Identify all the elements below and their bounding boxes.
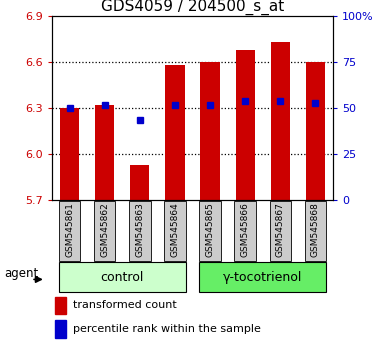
Text: GSM545868: GSM545868 xyxy=(311,202,320,257)
Text: percentile rank within the sample: percentile rank within the sample xyxy=(73,324,261,334)
Title: GDS4059 / 204500_s_at: GDS4059 / 204500_s_at xyxy=(101,0,284,15)
Text: transformed count: transformed count xyxy=(73,301,177,310)
Bar xyxy=(201,62,220,200)
FancyBboxPatch shape xyxy=(270,201,291,261)
Text: GSM545865: GSM545865 xyxy=(206,202,214,257)
Bar xyxy=(130,165,149,200)
Text: control: control xyxy=(100,270,144,284)
Bar xyxy=(236,50,255,200)
Text: GSM545861: GSM545861 xyxy=(65,202,74,257)
Bar xyxy=(55,320,66,338)
Bar xyxy=(60,108,79,200)
FancyBboxPatch shape xyxy=(305,201,326,261)
FancyBboxPatch shape xyxy=(199,262,326,292)
Bar xyxy=(306,62,325,200)
Text: agent: agent xyxy=(4,267,38,280)
Bar xyxy=(165,65,184,200)
Text: GSM545863: GSM545863 xyxy=(135,202,144,257)
Bar xyxy=(55,297,66,314)
Text: γ-tocotrienol: γ-tocotrienol xyxy=(223,270,303,284)
Text: GSM545862: GSM545862 xyxy=(100,202,109,257)
FancyBboxPatch shape xyxy=(59,262,186,292)
FancyBboxPatch shape xyxy=(234,201,256,261)
FancyBboxPatch shape xyxy=(199,201,221,261)
Bar xyxy=(95,105,114,200)
Bar xyxy=(271,42,290,200)
Text: GSM545864: GSM545864 xyxy=(171,202,179,257)
FancyBboxPatch shape xyxy=(129,201,151,261)
FancyBboxPatch shape xyxy=(94,201,116,261)
FancyBboxPatch shape xyxy=(59,201,80,261)
FancyBboxPatch shape xyxy=(164,201,186,261)
Text: GSM545867: GSM545867 xyxy=(276,202,285,257)
Text: GSM545866: GSM545866 xyxy=(241,202,250,257)
